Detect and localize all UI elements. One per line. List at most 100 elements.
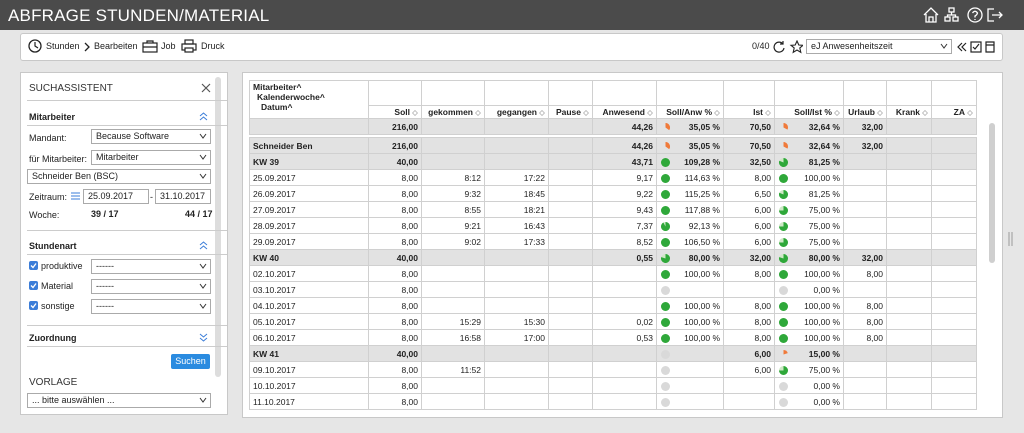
header-icons[interactable]: [922, 6, 1017, 24]
column-header[interactable]: Soll/Anw %: [656, 105, 724, 119]
cell: [548, 297, 593, 314]
date-input[interactable]: 25.09.2017: [83, 189, 149, 204]
column-header[interactable]: Urlaub: [843, 105, 887, 119]
close-icon[interactable]: [201, 83, 211, 93]
search-button[interactable]: Suchen: [171, 354, 210, 369]
splitter-handle[interactable]: [1008, 232, 1014, 246]
status-icon: [779, 382, 788, 391]
section-heading[interactable]: Zuordnung: [29, 333, 77, 343]
cell: 80,00 %: [774, 249, 844, 266]
pie-empty: [661, 382, 670, 391]
cell: [886, 217, 932, 234]
cell: [931, 377, 977, 394]
cell: [886, 265, 932, 282]
cell: [886, 169, 932, 186]
cell: [886, 153, 932, 170]
cell: 216,00: [368, 118, 422, 135]
expand-icon[interactable]: [199, 332, 208, 342]
status-icon: [779, 318, 788, 327]
select[interactable]: Because Software: [91, 129, 211, 144]
section-heading[interactable]: Stundenart: [29, 241, 77, 251]
column-header[interactable]: Ist: [723, 105, 775, 119]
cell: [548, 377, 593, 394]
cell: [931, 313, 977, 330]
cell: [592, 265, 657, 282]
checkbox[interactable]: [29, 301, 38, 310]
status-icon: [779, 334, 788, 343]
column-header[interactable]: gegangen: [484, 105, 549, 119]
toolbar-button[interactable]: Bearbeiten: [94, 41, 138, 51]
toolbar-button[interactable]: Stunden: [46, 41, 80, 51]
section-heading[interactable]: Mitarbeiter: [29, 112, 76, 122]
caret: [940, 43, 948, 49]
select[interactable]: Mitarbeiter: [91, 150, 211, 165]
pie-full: [779, 270, 788, 279]
cell: [886, 249, 932, 266]
pie-empty: [779, 382, 788, 391]
cell: 100,00 %: [774, 169, 844, 186]
cell: 100,00 %: [774, 265, 844, 282]
list-icon[interactable]: [71, 192, 81, 200]
cell: 81,25 %: [774, 153, 844, 170]
column-header[interactable]: Soll: [368, 105, 422, 119]
cell: [931, 345, 977, 362]
column-header[interactable]: Krank: [886, 105, 932, 119]
toolbar-button[interactable]: Job: [161, 41, 176, 51]
column-header[interactable]: Anwesend: [592, 105, 657, 119]
cell: 8,00: [843, 297, 887, 314]
scrollbar[interactable]: [989, 123, 995, 263]
select[interactable]: ... bitte auswählen ...: [27, 393, 211, 408]
detail-row: 02.10.2017 8,00 100,00 % 8,00 100,00 % 8,00: [249, 265, 977, 282]
detail-row: 06.10.2017 8,00 16:58 17:00 0,53 100,00 % 8,00…: [249, 329, 977, 346]
table-header: Mitarbeiter^ Kalenderwoche^ Datum^ Soll geko…: [249, 80, 977, 119]
collapse-icon[interactable]: [199, 240, 208, 250]
select[interactable]: ------: [91, 299, 211, 314]
column-header[interactable]: Soll/Ist %: [774, 105, 844, 119]
summary-row: 216,00 44,26 35,05 % 70,50 32,64 % 32,00: [249, 118, 977, 135]
column-header[interactable]: gekommen: [421, 105, 485, 119]
column-title: gegangen: [496, 107, 537, 117]
pie-full: [661, 318, 670, 327]
status-icon: [779, 206, 788, 215]
detail-row: 29.09.2017 8,00 9:02 17:33 8,52 106,50 % 6,00 7…: [249, 233, 977, 250]
date-input[interactable]: 31.10.2017: [155, 189, 211, 204]
checkbox[interactable]: [29, 281, 38, 290]
cell: 8,00: [368, 169, 422, 186]
refresh-star-icons[interactable]: [773, 40, 803, 54]
cell: 100,00 %: [656, 329, 724, 346]
select[interactable]: ------: [91, 259, 211, 274]
panel-title: SUCHASSISTENT: [29, 83, 113, 94]
header-spacer: [656, 80, 724, 106]
cell: [843, 185, 887, 202]
select[interactable]: ------: [91, 279, 211, 294]
pie-slice: [779, 190, 788, 199]
cell: 6,00: [723, 345, 775, 362]
cell: [931, 265, 977, 282]
view-select[interactable]: eJ Anwesenheitszeit: [806, 39, 952, 54]
header-spacer: [548, 80, 593, 106]
cell: 8,00: [368, 377, 422, 394]
group-header[interactable]: Mitarbeiter^ Kalenderwoche^ Datum^: [249, 80, 369, 119]
cell: 8,00: [723, 265, 775, 282]
scrollbar[interactable]: [215, 77, 221, 377]
row-label: 26.09.2017: [249, 185, 369, 202]
select[interactable]: Schneider Ben (BSC): [27, 169, 211, 184]
nav-icons[interactable]: [955, 39, 1001, 55]
collapse-icon[interactable]: [199, 111, 208, 121]
column-title: ZA: [953, 107, 965, 117]
column-header[interactable]: Pause: [548, 105, 593, 119]
column-header[interactable]: ZA: [931, 105, 977, 119]
status-icon: [661, 334, 670, 343]
toolbar-button[interactable]: Druck: [201, 41, 225, 51]
cell: [931, 233, 977, 250]
cell: [548, 137, 593, 154]
week-to: 44 / 17: [185, 209, 213, 219]
cell: 0,00 %: [774, 281, 844, 298]
cell: [484, 393, 549, 410]
cell: 8,00: [843, 313, 887, 330]
cell: [548, 249, 593, 266]
pie-empty: [661, 398, 670, 407]
checkbox[interactable]: [29, 261, 38, 270]
pie-slice: [779, 158, 788, 167]
cell: [484, 361, 549, 378]
